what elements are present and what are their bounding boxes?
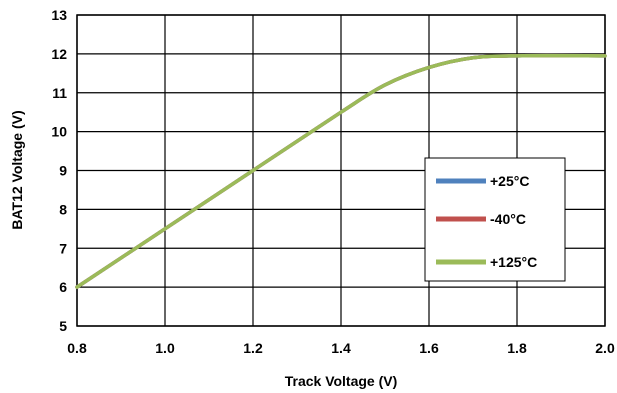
y-tick-label: 5 [59, 318, 67, 334]
series-lines [75, 53, 607, 289]
legend: +25°C -40°C +125°C [424, 157, 566, 282]
y-tick-label: 8 [59, 201, 67, 217]
plot-frame [76, 14, 606, 327]
y-tick-label: 7 [59, 240, 67, 256]
x-axis-title: Track Voltage (V) [285, 373, 398, 389]
legend-label: +125°C [490, 254, 537, 270]
y-tick-label: 9 [59, 163, 67, 179]
y-tick-labels: 5 6 7 8 9 10 11 12 13 [51, 7, 67, 334]
x-tick-label: 1.0 [155, 340, 175, 356]
x-tick-label: 1.4 [331, 340, 351, 356]
y-tick-label: 11 [52, 85, 67, 101]
x-tick-label: 0.8 [67, 340, 87, 356]
x-tick-label: 1.2 [243, 340, 263, 356]
x-tick-label: 1.8 [507, 340, 527, 356]
series-line-2 [75, 53, 607, 289]
y-tick-label: 10 [51, 124, 67, 140]
y-tick-label: 12 [51, 46, 67, 62]
y-tick-label: 6 [59, 279, 67, 295]
x-tick-label: 1.6 [419, 340, 439, 356]
x-tick-labels: 0.8 1.0 1.2 1.4 1.6 1.8 2.0 [67, 340, 615, 356]
y-axis-title: BAT12 Voltage (V) [9, 110, 25, 229]
legend-label: +25°C [490, 173, 529, 189]
legend-label: -40°C [490, 211, 526, 227]
y-tick-label: 13 [51, 7, 67, 23]
x-tick-label: 2.0 [595, 340, 615, 356]
